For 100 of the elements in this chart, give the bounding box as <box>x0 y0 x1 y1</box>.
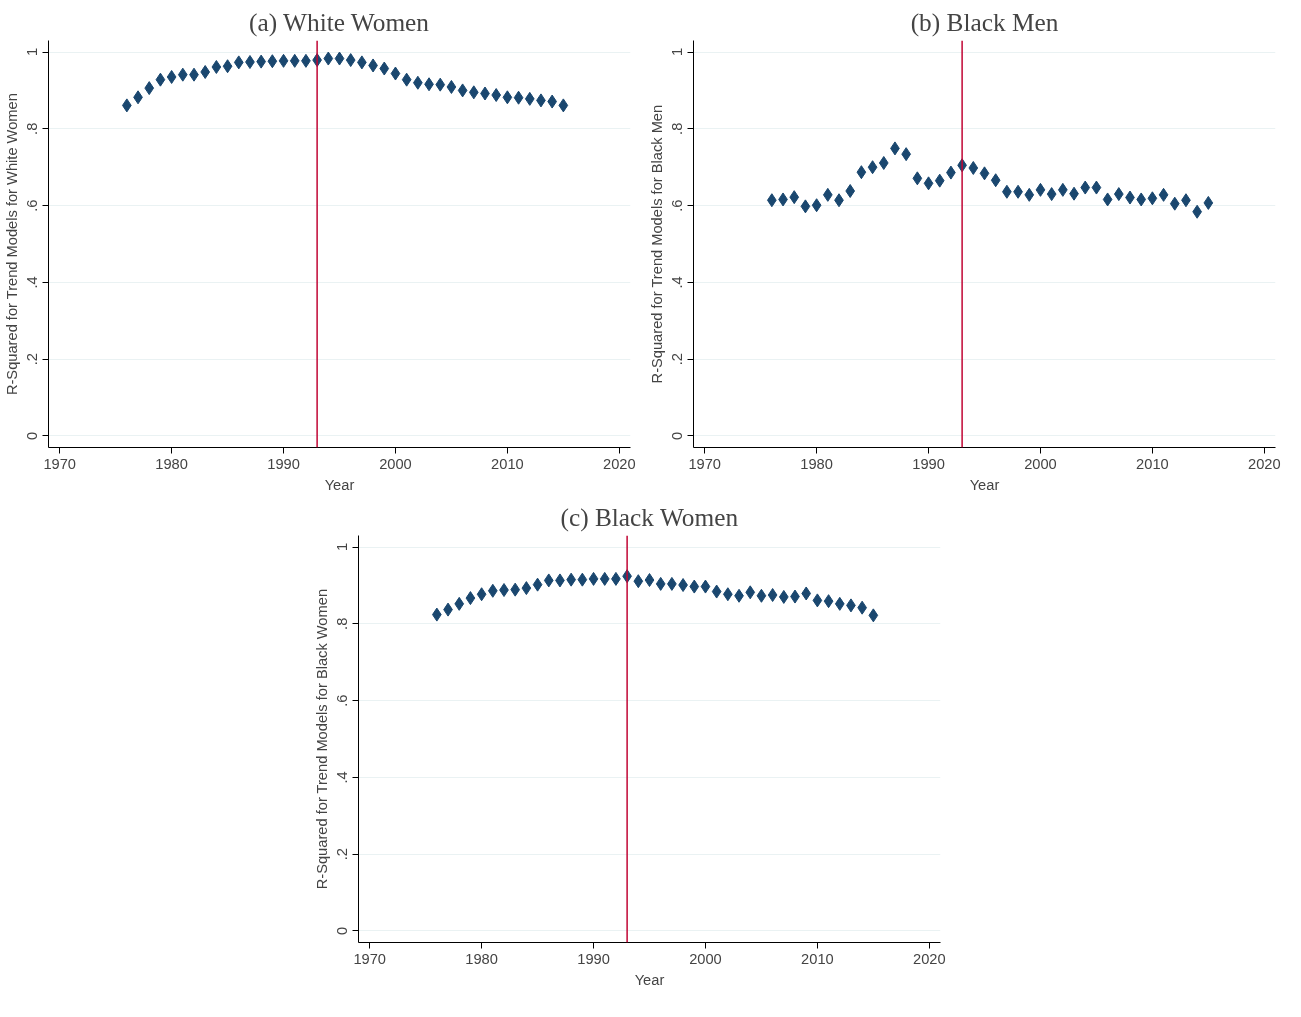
point <box>845 184 856 199</box>
point <box>767 588 778 603</box>
y-tick-label: .6 <box>669 199 686 212</box>
x-tick-label: 1980 <box>155 455 188 472</box>
x-tick-label: 2010 <box>1136 455 1169 472</box>
point <box>200 64 211 79</box>
point <box>323 51 334 66</box>
point <box>177 67 188 82</box>
point <box>510 582 521 597</box>
point <box>468 85 479 100</box>
chart-title: (b) Black Men <box>910 7 1059 37</box>
point <box>700 579 711 594</box>
x-axis-title: Year <box>324 476 355 493</box>
point <box>711 584 722 599</box>
point <box>811 198 822 213</box>
point <box>599 571 610 586</box>
point <box>211 59 222 74</box>
point <box>267 54 278 69</box>
chart-title: (a) White Women <box>249 7 430 37</box>
point <box>390 66 401 81</box>
x-tick-label: 2000 <box>689 950 722 967</box>
point <box>789 190 800 205</box>
y-tick-label: .4 <box>24 276 41 289</box>
point <box>1035 182 1046 197</box>
y-tick-label: 1 <box>334 542 351 552</box>
y-tick-label: .6 <box>24 199 41 212</box>
x-axis-title: Year <box>969 476 1000 493</box>
point <box>278 53 289 68</box>
point <box>800 199 811 214</box>
point <box>588 571 599 586</box>
point <box>756 588 767 603</box>
point <box>633 574 644 589</box>
point <box>289 53 300 68</box>
point <box>867 160 878 175</box>
point <box>968 160 979 175</box>
y-tick-label: 0 <box>334 926 351 936</box>
x-tick-label: 1980 <box>465 950 498 967</box>
point <box>834 596 845 611</box>
x-tick-label: 2020 <box>603 455 636 472</box>
y-tick-label: 1 <box>24 47 41 57</box>
x-tick-label: 1990 <box>267 455 300 472</box>
point <box>245 55 255 69</box>
point <box>745 585 756 600</box>
point <box>543 573 554 588</box>
y-tick-label: .4 <box>334 771 351 784</box>
y-tick-label: .2 <box>24 353 41 366</box>
point <box>379 61 390 76</box>
x-tick-label: 1970 <box>43 455 76 472</box>
x-axis-title: Year <box>634 971 665 988</box>
point <box>513 90 524 105</box>
x-tick-label: 2020 <box>1248 455 1281 472</box>
point <box>856 165 867 180</box>
point <box>1091 180 1102 195</box>
point <box>454 596 465 611</box>
y-tick-label: .4 <box>669 276 686 289</box>
point <box>801 586 812 601</box>
x-tick-label: 1970 <box>688 455 721 472</box>
point <box>532 577 543 592</box>
point <box>577 572 588 587</box>
x-tick-label: 2020 <box>913 950 946 967</box>
point <box>689 579 700 594</box>
point <box>491 88 502 103</box>
y-tick-label: .8 <box>669 122 686 135</box>
point <box>812 593 823 608</box>
point <box>1080 180 1091 195</box>
point <box>655 576 666 591</box>
point <box>401 72 412 87</box>
point <box>1147 191 1158 206</box>
y-tick-label: .8 <box>334 617 351 630</box>
point <box>1102 192 1113 207</box>
y-axis-title: R-Squared for Trend Models for White Women <box>3 93 20 396</box>
point <box>502 90 513 105</box>
y-tick-label: 1 <box>669 47 686 57</box>
y-tick-label: .2 <box>334 848 351 861</box>
y-axis-title: R-Squared for Trend Models for Black Women <box>313 588 330 890</box>
point <box>868 608 879 623</box>
point <box>457 83 468 98</box>
point <box>446 79 457 94</box>
x-tick-label: 2010 <box>491 455 524 472</box>
point <box>912 171 923 186</box>
point <box>233 55 244 70</box>
chart-title: (c) Black Women <box>560 502 739 532</box>
point <box>822 187 833 202</box>
x-tick-label: 2000 <box>1024 455 1057 472</box>
y-tick-label: 0 <box>669 431 686 441</box>
point <box>1169 196 1180 211</box>
point <box>923 176 934 191</box>
x-tick-label: 1990 <box>577 950 610 967</box>
point <box>778 589 789 604</box>
point <box>558 98 569 113</box>
point <box>878 155 889 170</box>
point <box>144 81 155 96</box>
point <box>155 72 166 87</box>
x-tick-label: 1990 <box>912 455 945 472</box>
point <box>524 91 535 106</box>
x-tick-label: 1970 <box>353 950 386 967</box>
y-tick-label: .6 <box>334 694 351 707</box>
point <box>934 173 945 188</box>
point <box>990 173 1001 188</box>
y-tick-label: .8 <box>24 122 41 135</box>
